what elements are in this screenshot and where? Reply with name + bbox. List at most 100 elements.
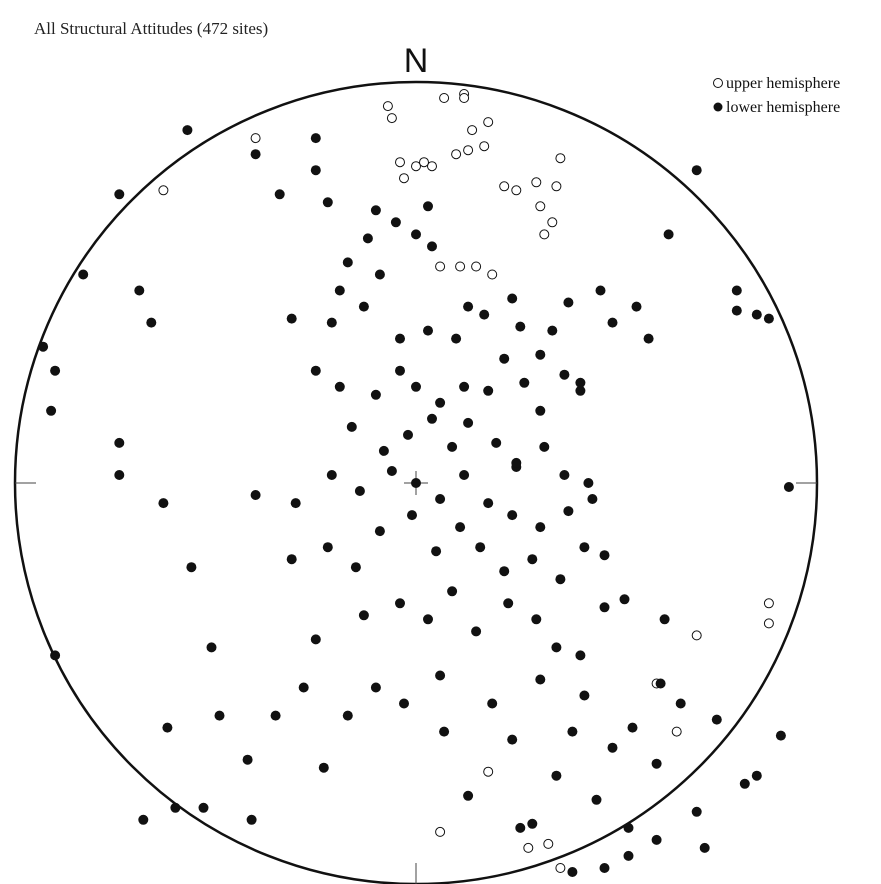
lower-hemisphere-point: [555, 574, 566, 585]
upper-hemisphere-point: [499, 181, 510, 192]
lower-hemisphere-point: [691, 165, 702, 176]
lower-hemisphere-point: [390, 217, 401, 228]
upper-hemisphere-point: [382, 101, 393, 112]
upper-hemisphere-point: [439, 93, 450, 103]
lower-hemisphere-point: [386, 466, 397, 476]
lower-hemisphere-point: [270, 710, 281, 721]
upper-hemisphere-point: [463, 145, 474, 156]
upper-hemisphere-point: [427, 161, 437, 172]
legend-label-upper: upper hemisphere: [726, 75, 840, 92]
lower-hemisphere-point: [250, 149, 261, 160]
lower-hemisphere-point: [362, 233, 373, 244]
lower-hemisphere-point: [651, 834, 662, 845]
lower-hemisphere-point: [395, 598, 405, 609]
lower-hemisphere-point: [623, 850, 634, 861]
lower-hemisphere-point: [114, 470, 125, 480]
lower-hemisphere-point: [579, 542, 590, 553]
upper-hemisphere-point: [459, 93, 470, 103]
lower-hemisphere-point: [403, 429, 413, 440]
lower-hemisphere-point: [134, 285, 145, 296]
lower-hemisphere-point: [531, 614, 542, 625]
lower-hemisphere-point: [507, 293, 518, 304]
lower-hemisphere-point: [459, 381, 470, 392]
lower-hemisphere-point: [395, 365, 405, 376]
lower-hemisphere-point: [463, 790, 474, 801]
lower-hemisphere-point: [186, 562, 197, 573]
lower-hemisphere-point: [170, 802, 181, 813]
lower-hemisphere-point: [290, 498, 301, 509]
lower-hemisphere-point: [310, 365, 321, 376]
lower-hemisphere-point: [515, 321, 526, 332]
lower-hemisphere-point: [607, 317, 618, 328]
lower-hemisphere-point: [423, 201, 433, 212]
lower-hemisphere-point: [246, 814, 257, 825]
lower-hemisphere-point: [46, 405, 57, 416]
lower-hemisphere-point: [326, 470, 337, 480]
lower-hemisphere-point: [158, 498, 169, 509]
upper-hemisphere-point: [411, 161, 421, 172]
lower-hemisphere-point: [483, 498, 494, 509]
lower-hemisphere-point: [547, 325, 558, 336]
upper-hemisphere-point: [451, 149, 462, 160]
lower-hemisphere-point: [519, 377, 530, 388]
upper-hemisphere-point: [467, 125, 478, 136]
lower-hemisphere-point: [342, 257, 353, 268]
lower-hemisphere-point: [587, 494, 598, 504]
upper-hemisphere-point: [551, 181, 562, 192]
lower-hemisphere-point: [663, 229, 674, 240]
lower-hemisphere-point: [427, 241, 437, 252]
lower-hemisphere-point: [575, 377, 586, 388]
lower-hemisphere-point: [114, 437, 125, 448]
lower-hemisphere-point: [206, 642, 217, 653]
lower-hemisphere-point: [591, 794, 602, 805]
lower-hemisphere-point: [274, 189, 285, 200]
lower-hemisphere-point: [551, 770, 562, 781]
lower-hemisphere-point: [607, 742, 618, 753]
lower-hemisphere-point: [286, 313, 297, 324]
lower-hemisphere-point: [563, 506, 574, 517]
lower-hemisphere-point: [539, 441, 550, 452]
lower-hemisphere-point: [567, 726, 578, 737]
legend-marker-upper: [713, 78, 723, 88]
lower-hemisphere-point: [619, 594, 630, 605]
lower-hemisphere-point: [298, 682, 309, 693]
lower-hemisphere-point: [423, 325, 433, 336]
lower-hemisphere-point: [783, 482, 794, 492]
upper-hemisphere-point: [535, 201, 546, 212]
lower-hemisphere-point: [447, 586, 458, 597]
lower-hemisphere-point: [631, 301, 642, 312]
lower-hemisphere-point: [507, 734, 518, 745]
lower-hemisphere-point: [407, 510, 417, 521]
lower-hemisphere-point: [50, 650, 61, 661]
lower-hemisphere-point: [423, 614, 433, 625]
upper-hemisphere-point: [543, 838, 554, 849]
lower-hemisphere-point: [491, 437, 502, 448]
upper-hemisphere-point: [471, 261, 482, 272]
lower-hemisphere-point: [599, 602, 610, 613]
lower-hemisphere-point: [463, 301, 474, 312]
lower-hemisphere-point: [78, 269, 89, 280]
lower-hemisphere-point: [370, 682, 381, 693]
lower-hemisphere-point: [751, 770, 762, 781]
lower-hemisphere-point: [411, 381, 421, 392]
lower-hemisphere-point: [599, 863, 610, 873]
lower-hemisphere-point: [334, 381, 345, 392]
legend-label-lower: lower hemisphere: [726, 99, 840, 116]
lower-hemisphere-point: [374, 269, 385, 280]
lower-hemisphere-point: [374, 526, 385, 537]
lower-hemisphere-point: [198, 802, 209, 813]
lower-hemisphere-point: [38, 341, 49, 352]
lower-hemisphere-point: [146, 317, 157, 328]
lower-hemisphere-point: [675, 698, 686, 709]
lower-hemisphere-point: [535, 674, 546, 685]
lower-hemisphere-point: [459, 470, 470, 480]
lower-hemisphere-point: [346, 421, 357, 432]
lower-hemisphere-point: [310, 634, 321, 645]
north-label: N: [404, 42, 429, 80]
upper-hemisphere-point: [511, 185, 522, 196]
lower-hemisphere-point: [162, 722, 173, 733]
lower-hemisphere-point: [358, 610, 369, 621]
upper-hemisphere-point: [435, 261, 446, 272]
lower-hemisphere-point: [354, 486, 365, 496]
